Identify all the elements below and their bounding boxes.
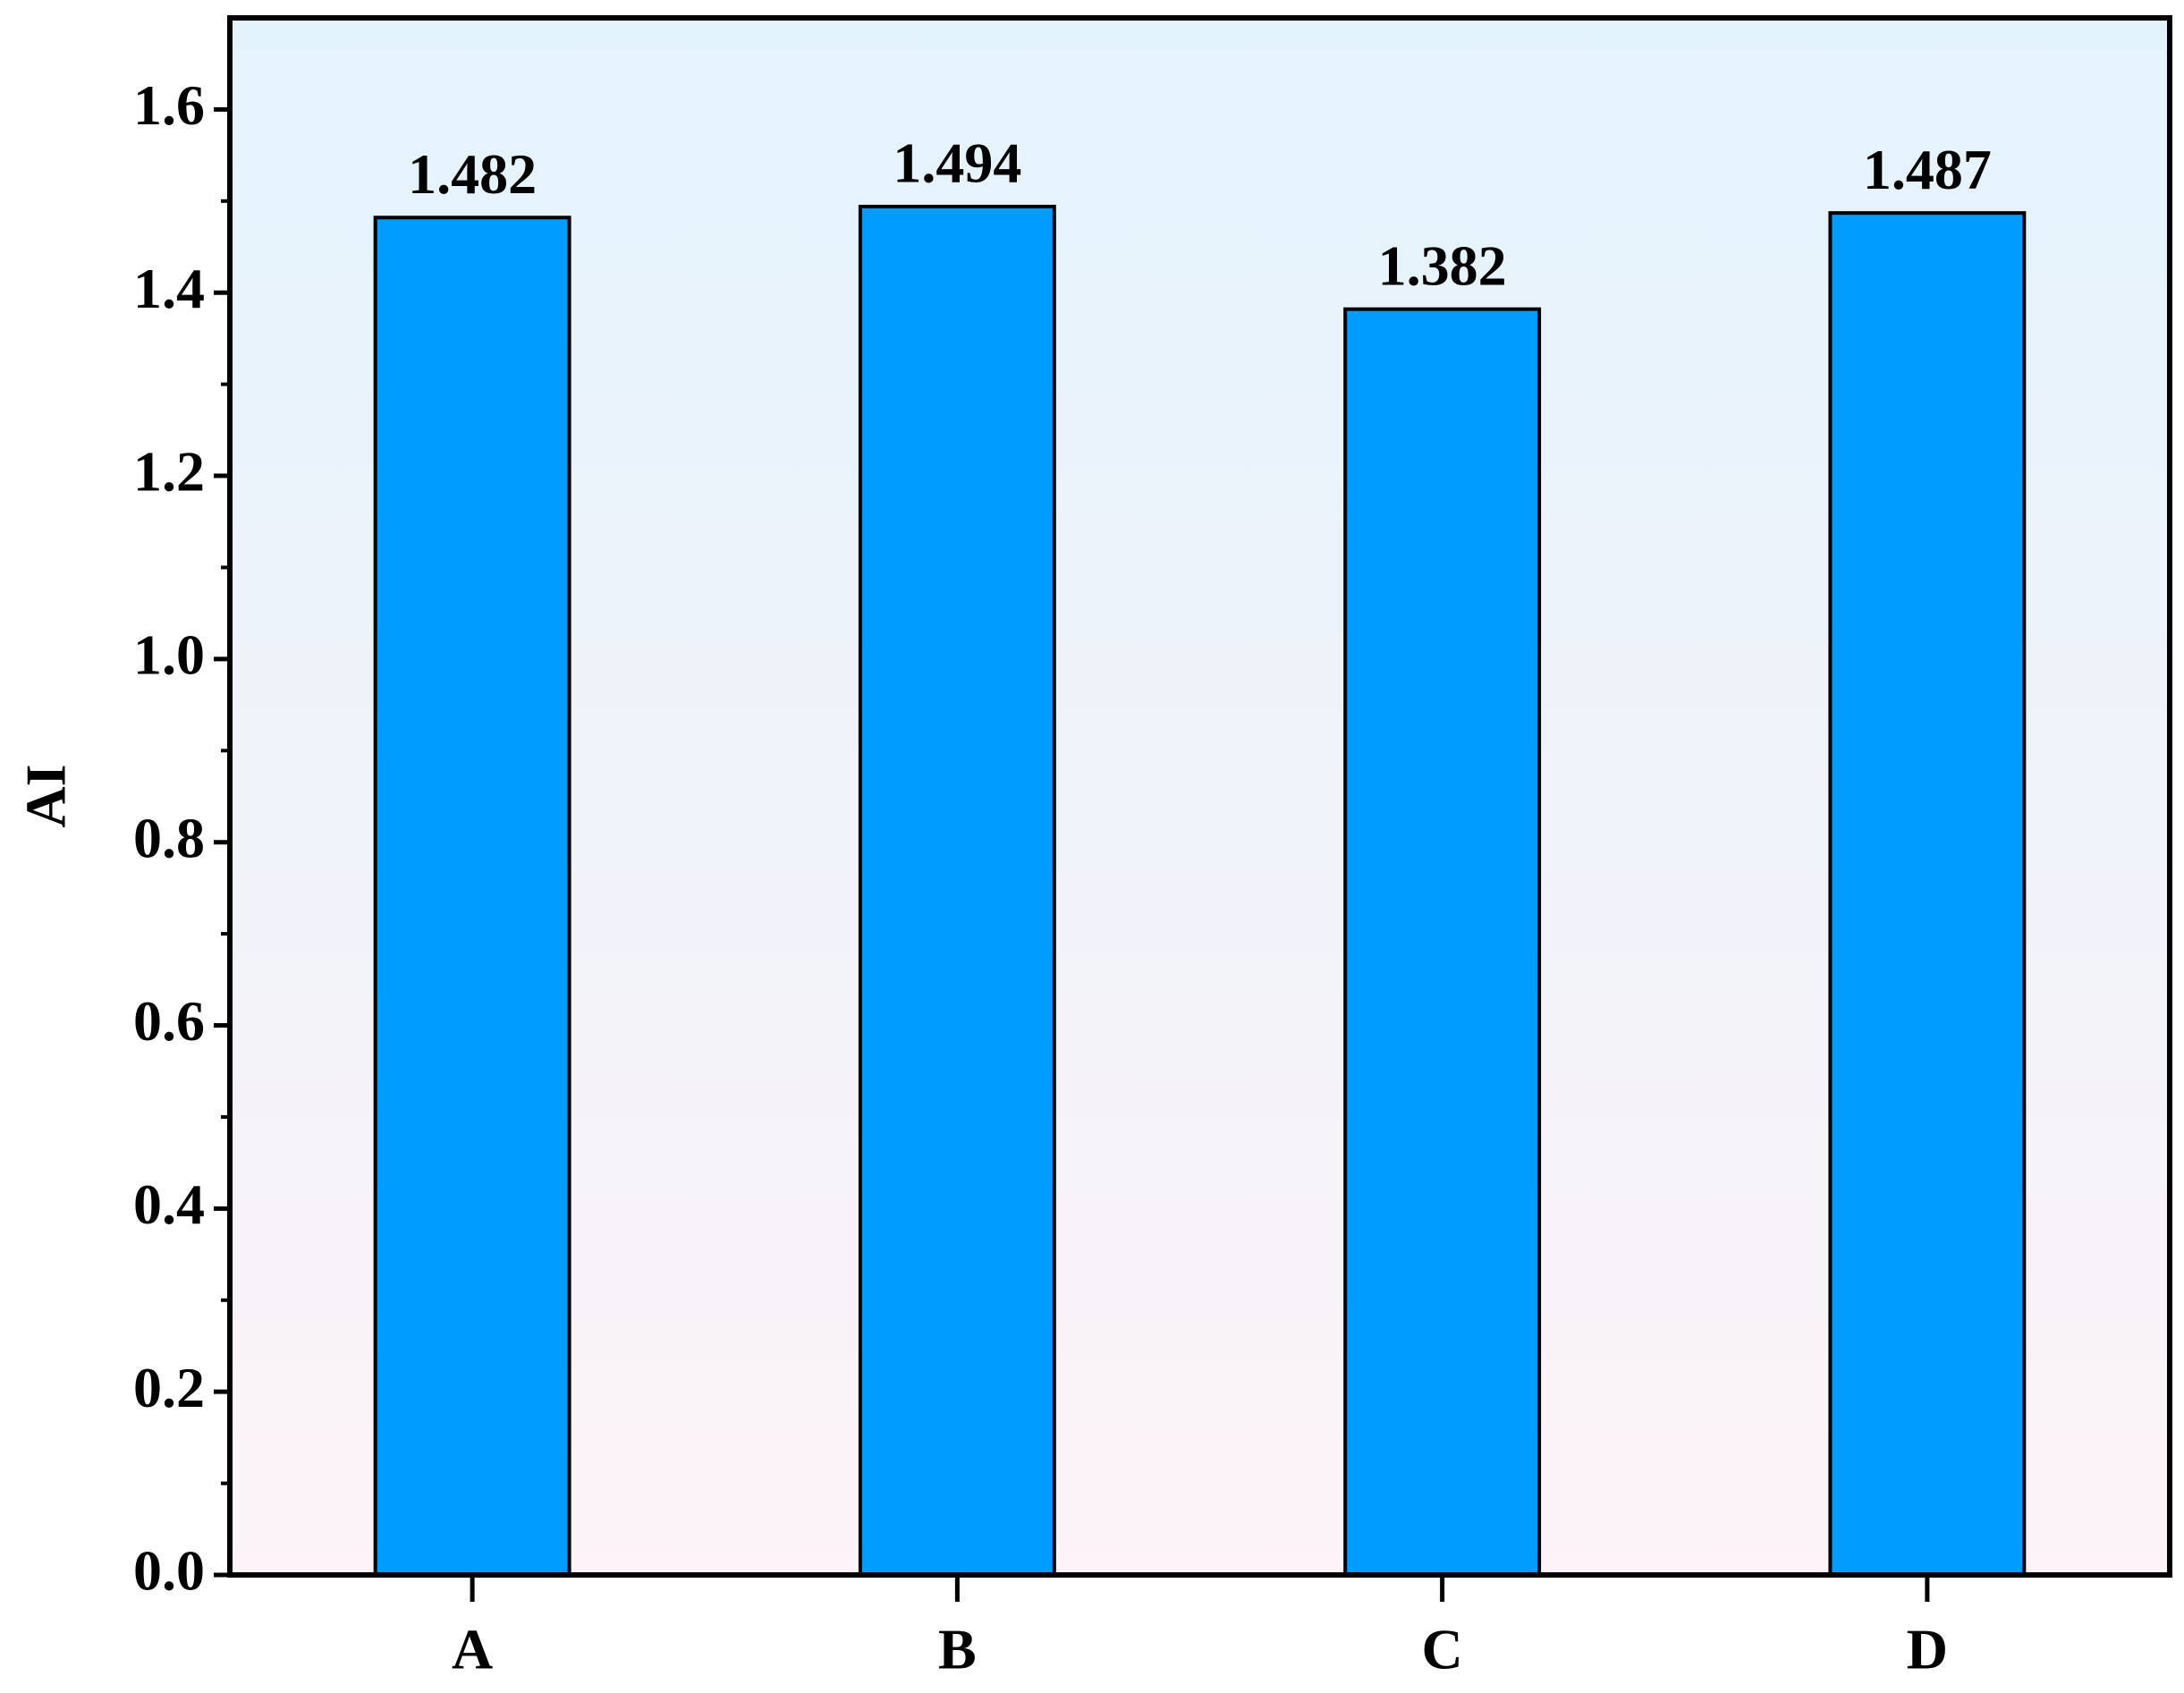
y-tick-label: 1.0 <box>133 623 205 687</box>
y-axis-title: AI <box>14 764 78 827</box>
y-tick-label: 0.0 <box>133 1539 205 1603</box>
bar <box>1343 307 1542 1577</box>
y-tick-label: 0.8 <box>133 806 205 869</box>
data-label: 1.494 <box>893 131 1021 195</box>
y-tick-label: 1.6 <box>133 73 205 137</box>
x-tick-label: C <box>1422 1618 1463 1681</box>
bar <box>858 204 1056 1577</box>
y-tick-label: 0.6 <box>133 989 205 1053</box>
x-tick-label: D <box>1907 1618 1948 1681</box>
y-tick-label: 0.2 <box>133 1356 205 1419</box>
y-tick-label: 1.4 <box>133 257 205 320</box>
bar <box>373 216 571 1577</box>
x-tick-label: B <box>938 1618 977 1681</box>
bar <box>1828 211 2027 1577</box>
plot-frame <box>227 15 2172 1578</box>
x-tick-label: A <box>452 1618 493 1681</box>
data-label: 1.382 <box>1378 233 1507 297</box>
y-tick-label: 0.4 <box>133 1172 205 1236</box>
data-label: 1.487 <box>1863 138 1992 201</box>
data-label: 1.482 <box>408 142 537 206</box>
y-tick-label: 1.2 <box>133 440 205 504</box>
